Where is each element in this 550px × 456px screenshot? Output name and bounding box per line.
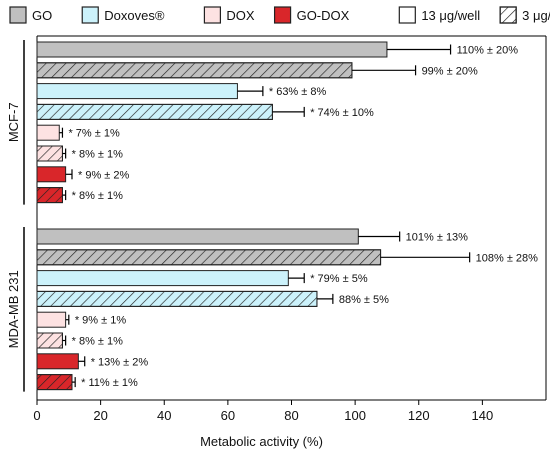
data-label: 110% ± 20% [457, 45, 519, 57]
bar-hatch [36, 249, 382, 266]
bar-hatch [36, 374, 73, 391]
bar [36, 83, 238, 100]
data-label: * 8% ± 1% [72, 190, 124, 202]
data-label: 99% ± 20% [422, 65, 478, 77]
legend-label-5: 13 μg/well [421, 8, 480, 23]
data-label: * 11% ± 1% [81, 377, 138, 389]
x-tick-label: 0 [33, 408, 40, 423]
bar [36, 353, 79, 370]
x-tick-label: 60 [221, 408, 235, 423]
x-tick-label: 100 [344, 408, 366, 423]
legend-label-4: GO-DOX [297, 8, 350, 23]
bar [36, 41, 388, 58]
legend-swatch-2 [81, 6, 99, 24]
legend-label-2: Doxoves® [104, 8, 165, 23]
data-label: * 9% ± 2% [78, 169, 130, 181]
data-label: 108% ± 28% [476, 252, 539, 264]
bar-hatch [36, 332, 63, 349]
bar [36, 270, 289, 287]
bar-hatch [36, 103, 273, 120]
legend-swatch-hatch [499, 6, 517, 24]
x-tick-label: 20 [93, 408, 107, 423]
data-label: * 74% ± 10% [310, 107, 374, 119]
bar [36, 124, 60, 141]
data-label: 88% ± 5% [339, 294, 389, 306]
bar-hatch [36, 145, 63, 162]
legend: GO Doxoves® DOX GO-DOX 13 μg/well 3 μg/well [9, 6, 550, 24]
bar-hatch [36, 290, 318, 307]
bar-hatch [36, 62, 353, 79]
data-label: * 8% ± 1% [72, 149, 124, 161]
bar [36, 228, 359, 245]
x-tick-label: 140 [472, 408, 494, 423]
x-tick-label: 40 [157, 408, 171, 423]
data-label: * 7% ± 1% [68, 128, 120, 140]
group-label: MCF-7 [6, 102, 21, 142]
group-label: MDA-MB 231 [6, 270, 21, 348]
bars: 110% ± 20% 99% ± 20% * 63% ± 8% * 74% ± 10%… [6, 40, 538, 392]
data-label: * 79% ± 5% [310, 273, 368, 285]
legend-label-1: GO [32, 8, 52, 23]
data-label: * 8% ± 1% [72, 336, 124, 348]
group-1: 110% ± 20% 99% ± 20% * 63% ± 8% * 74% ± 10%… [6, 40, 518, 205]
legend-label-6: 3 μg/well [522, 8, 550, 23]
legend-swatch-1 [9, 6, 27, 24]
data-label: * 63% ± 8% [269, 86, 327, 98]
data-label: 101% ± 13% [406, 232, 469, 244]
x-axis: 0 20 40 60 80 100 120 140 [33, 399, 546, 423]
x-tick-label: 80 [284, 408, 298, 423]
x-axis-title: Metabolic activity (%) [200, 434, 323, 449]
bar [36, 311, 67, 328]
legend-swatch-5 [398, 6, 416, 24]
legend-swatch-3 [203, 6, 222, 24]
legend-swatch-4 [273, 6, 292, 24]
group-2: 101% ± 13% 108% ± 28% * 79% ± 5% 88% ± 5% * … [6, 227, 538, 392]
data-label: * 9% ± 1% [75, 315, 127, 327]
legend-label-3: DOX [226, 8, 255, 23]
x-tick-label: 120 [408, 408, 430, 423]
data-label: * 13% ± 2% [91, 356, 149, 368]
bar [36, 166, 67, 183]
bar-hatch [36, 187, 63, 204]
